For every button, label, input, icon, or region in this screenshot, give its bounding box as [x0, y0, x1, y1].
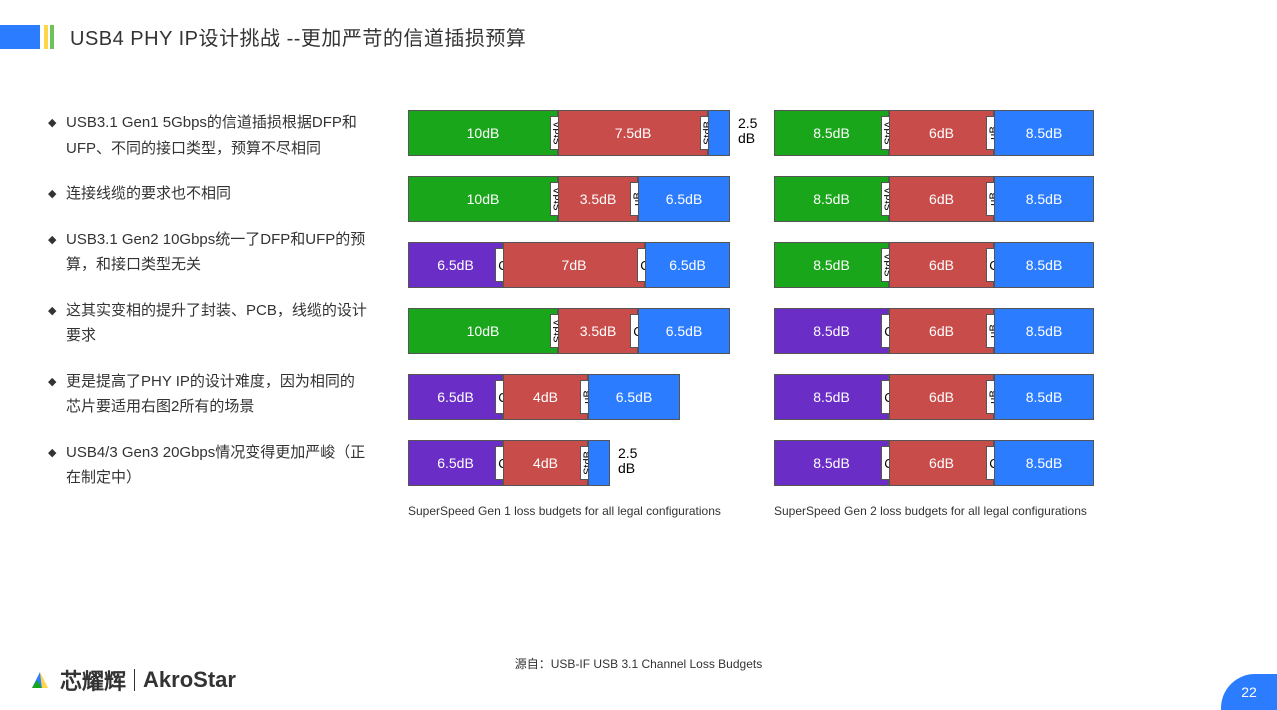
- segment-blue: [708, 110, 730, 156]
- segment-blue: 6.5dB: [645, 242, 730, 288]
- bullet-item: USB3.1 Gen1 5Gbps的信道插损根据DFP和UFP、不同的接口类型，…: [48, 110, 368, 161]
- segment-red: 4dB: [503, 440, 588, 486]
- budget-row: 6.5dBC4dBStdB2.5dB: [408, 440, 610, 486]
- segment-red: 3.5dB: [558, 176, 638, 222]
- segment-purple: 8.5dB: [774, 308, 889, 354]
- segment-blue: 8.5dB: [994, 440, 1094, 486]
- budget-row: 8.5dBStdA6dBμB8.5dB: [774, 176, 1094, 222]
- segment-purple: 8.5dB: [774, 374, 889, 420]
- segment-blue: 6.5dB: [638, 308, 730, 354]
- page-number: 22: [1221, 674, 1277, 710]
- segment-green: 8.5dB: [774, 242, 889, 288]
- segment-blue: [588, 440, 610, 486]
- segment-blue: 8.5dB: [994, 110, 1094, 156]
- segment-red: 6dB: [889, 242, 994, 288]
- segment-red: 6dB: [889, 374, 994, 420]
- title-accent-icon: [0, 25, 40, 49]
- content: USB3.1 Gen1 5Gbps的信道插损根据DFP和UFP、不同的接口类型，…: [48, 110, 1241, 518]
- segment-green: 8.5dB: [774, 110, 889, 156]
- budget-row: 6.5dBC7dBC6.5dB: [408, 242, 730, 288]
- bullet-item: 更是提高了PHY IP的设计难度，因为相同的芯片要适用右图2所有的场景: [48, 369, 368, 420]
- segment-green: 10dB: [408, 308, 558, 354]
- segment-purple: 6.5dB: [408, 374, 503, 420]
- segment-purple: 6.5dB: [408, 440, 503, 486]
- segment-purple: 6.5dB: [408, 242, 503, 288]
- budget-row: 8.5dBStdA6dBC8.5dB: [774, 242, 1094, 288]
- bullet-item: USB3.1 Gen2 10Gbps统一了DFP和UFP的预算，和接口类型无关: [48, 227, 368, 278]
- gen2-caption: SuperSpeed Gen 2 loss budgets for all le…: [774, 504, 1094, 518]
- segment-red: 6dB: [889, 176, 994, 222]
- segment-red: 6dB: [889, 440, 994, 486]
- segment-blue: 8.5dB: [994, 308, 1094, 354]
- segment-blue: 8.5dB: [994, 242, 1094, 288]
- extra-label: 2.5dB: [618, 446, 637, 477]
- gen1-chart: 10dBStdA7.5dBStdB2.5dB 10dBStdA3.5dBμB6.5…: [408, 110, 730, 486]
- gen2-chart: 8.5dBStdA6dBμB8.5dB8.5dBStdA6dBμB8.5dB8.…: [774, 110, 1094, 486]
- segment-red: 4dB: [503, 374, 588, 420]
- segment-red: 7.5dB: [558, 110, 708, 156]
- segment-red: 7dB: [503, 242, 645, 288]
- charts: 10dBStdA7.5dBStdB2.5dB 10dBStdA3.5dBμB6.5…: [408, 110, 1241, 518]
- bullet-item: 这其实变相的提升了封装、PCB，线缆的设计要求: [48, 298, 368, 349]
- segment-purple: 8.5dB: [774, 440, 889, 486]
- segment-blue: 8.5dB: [994, 176, 1094, 222]
- budget-row: 8.5dBC6dBμB8.5dB: [774, 374, 1094, 420]
- logo-icon: [28, 668, 52, 692]
- extra-label: 2.5dB: [738, 116, 757, 147]
- segment-green: 10dB: [408, 176, 558, 222]
- segment-red: 6dB: [889, 308, 994, 354]
- title-bar: USB4 PHY IP设计挑战 --更加严苛的信道插损预算: [0, 22, 526, 51]
- segment-blue: 8.5dB: [994, 374, 1094, 420]
- segment-green: 8.5dB: [774, 176, 889, 222]
- budget-row: 8.5dBStdA6dBμB8.5dB: [774, 110, 1094, 156]
- segment-red: 3.5dB: [558, 308, 638, 354]
- segment-blue: 6.5dB: [588, 374, 680, 420]
- page-title: USB4 PHY IP设计挑战 --更加严苛的信道插损预算: [70, 22, 526, 51]
- gen1-caption: SuperSpeed Gen 1 loss budgets for all le…: [408, 504, 730, 518]
- logo-cn: 芯耀辉: [60, 664, 126, 696]
- logo-separator: [134, 669, 135, 691]
- budget-row: 10dBStdA3.5dBμB6.5dB: [408, 176, 730, 222]
- segment-blue: 6.5dB: [638, 176, 730, 222]
- budget-row: 8.5dBC6dBC8.5dB: [774, 440, 1094, 486]
- logo-en: AkroStar: [143, 667, 236, 693]
- bullet-item: 连接线缆的要求也不相同: [48, 181, 368, 207]
- footer-logo: 芯耀辉 AkroStar: [28, 664, 236, 696]
- bullet-item: USB4/3 Gen3 20Gbps情况变得更加严峻（正在制定中）: [48, 440, 368, 491]
- budget-row: 6.5dBC4dBμB6.5dB: [408, 374, 680, 420]
- bullet-list: USB3.1 Gen1 5Gbps的信道插损根据DFP和UFP、不同的接口类型，…: [48, 110, 368, 518]
- budget-row: 10dBStdA3.5dBC6.5dB: [408, 308, 730, 354]
- budget-row: 8.5dBC6dBμB8.5dB: [774, 308, 1094, 354]
- segment-green: 10dB: [408, 110, 558, 156]
- segment-red: 6dB: [889, 110, 994, 156]
- budget-row: 10dBStdA7.5dBStdB2.5dB: [408, 110, 730, 156]
